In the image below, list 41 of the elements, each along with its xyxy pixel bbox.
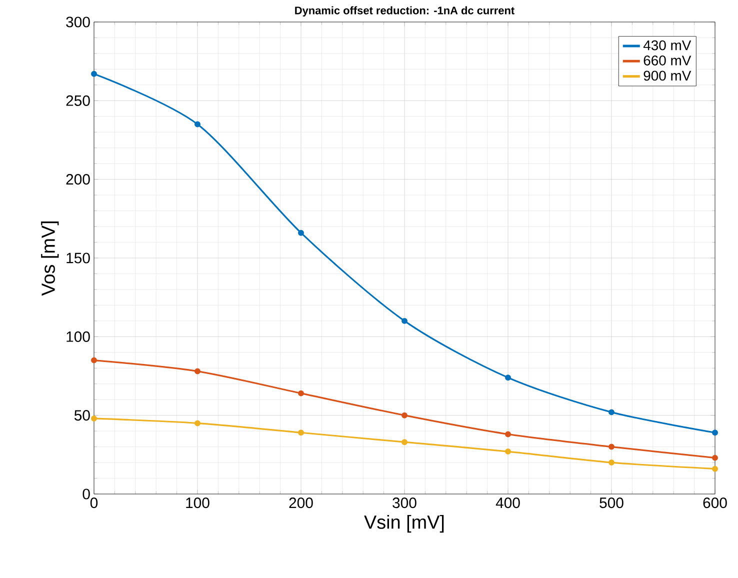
chart-title: Dynamic offset reduction: -1nA dc current (295, 6, 514, 16)
x-tick-label: 400 (496, 498, 520, 508)
y-tick-label: 100 (66, 331, 90, 342)
y-tick-label: 300 (66, 16, 90, 28)
legend-label: 430 mV (643, 40, 692, 50)
x-tick-label: 200 (289, 498, 313, 508)
x-tick-label: 600 (703, 498, 727, 508)
point (712, 466, 718, 472)
legend-label: 660 mV (644, 56, 692, 66)
point (91, 357, 97, 364)
point (298, 230, 304, 236)
point (608, 444, 614, 450)
y-tick-label: 250 (66, 95, 90, 106)
x-tick-label: 100 (186, 498, 210, 508)
point (608, 460, 614, 466)
point (194, 368, 200, 374)
y-tick-label: 0 (82, 488, 90, 500)
point (402, 412, 408, 418)
point (194, 420, 200, 426)
x-tick-label: 500 (600, 498, 624, 508)
point (505, 448, 511, 455)
point (505, 431, 511, 438)
point (91, 415, 97, 422)
point (712, 454, 718, 461)
y-tick-label: 150 (66, 252, 90, 264)
point (298, 430, 304, 436)
x-tick-label: 300 (392, 498, 416, 508)
point (608, 409, 614, 416)
legend-label: 900 mV (644, 70, 692, 81)
y-tick-label: 50 (74, 410, 90, 421)
point (505, 374, 511, 381)
point (712, 430, 718, 436)
y-axis-title: Vos [mV] (41, 221, 59, 296)
point (194, 121, 200, 128)
y-tick-label: 200 (66, 174, 90, 185)
point (298, 390, 304, 396)
point (402, 318, 408, 324)
point (402, 439, 408, 446)
point (91, 70, 97, 77)
x-tick-label: 0 (90, 498, 98, 508)
x-axis-title: Vsin [mV] (364, 514, 444, 533)
